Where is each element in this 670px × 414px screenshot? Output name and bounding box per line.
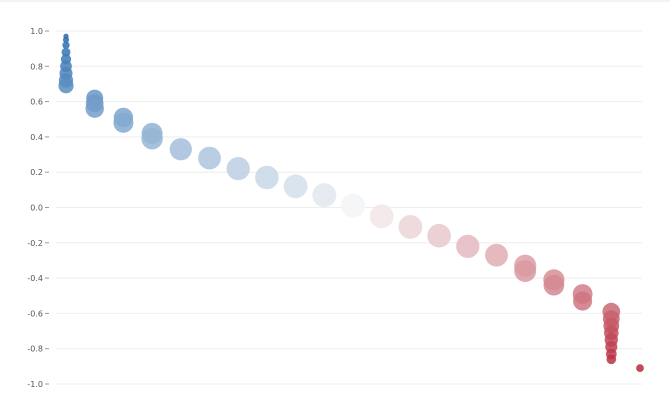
data-point — [369, 204, 394, 229]
data-point — [283, 174, 308, 199]
y-tick-label: 0.4 — [30, 133, 43, 142]
data-point — [62, 36, 70, 43]
y-tick-label: 0.6 — [30, 98, 43, 107]
data-point — [61, 47, 71, 57]
y-tick-label: -0.6 — [27, 309, 43, 318]
y-axis: 1.0 0.8 0.6 0.4 0.2 0.0 -0.2 -0.4 -0.6 -0.8 -1.0 — [27, 27, 49, 389]
y-tick-label: -0.8 — [27, 345, 43, 354]
data-point — [398, 214, 423, 239]
data-point — [85, 99, 104, 118]
data-point — [456, 234, 480, 258]
data-point — [485, 243, 508, 267]
data-point — [255, 165, 279, 190]
data-point — [62, 41, 70, 49]
y-tick-label: 0.8 — [30, 62, 43, 71]
grid-layer — [56, 30, 642, 385]
data-point — [141, 127, 163, 150]
data-point — [514, 260, 537, 282]
y-tick-label: 0.0 — [30, 204, 43, 213]
y-tick-label: 1.0 — [30, 27, 43, 36]
data-point — [543, 274, 565, 296]
data-point — [312, 183, 337, 208]
data-point — [113, 112, 134, 133]
y-tick-label: 0.2 — [30, 168, 43, 177]
data-point — [169, 138, 192, 161]
data-point — [427, 223, 451, 248]
data-point — [226, 157, 250, 181]
y-tick-label: -0.2 — [27, 239, 43, 248]
data-point — [341, 193, 365, 218]
data-point — [573, 291, 593, 311]
y-tick-label: -0.4 — [27, 274, 43, 283]
data-point — [606, 354, 617, 365]
data-point — [198, 146, 221, 170]
data-points — [58, 33, 644, 372]
data-point — [58, 78, 74, 94]
y-tick-label: -1.0 — [27, 380, 43, 389]
data-point — [636, 364, 644, 372]
